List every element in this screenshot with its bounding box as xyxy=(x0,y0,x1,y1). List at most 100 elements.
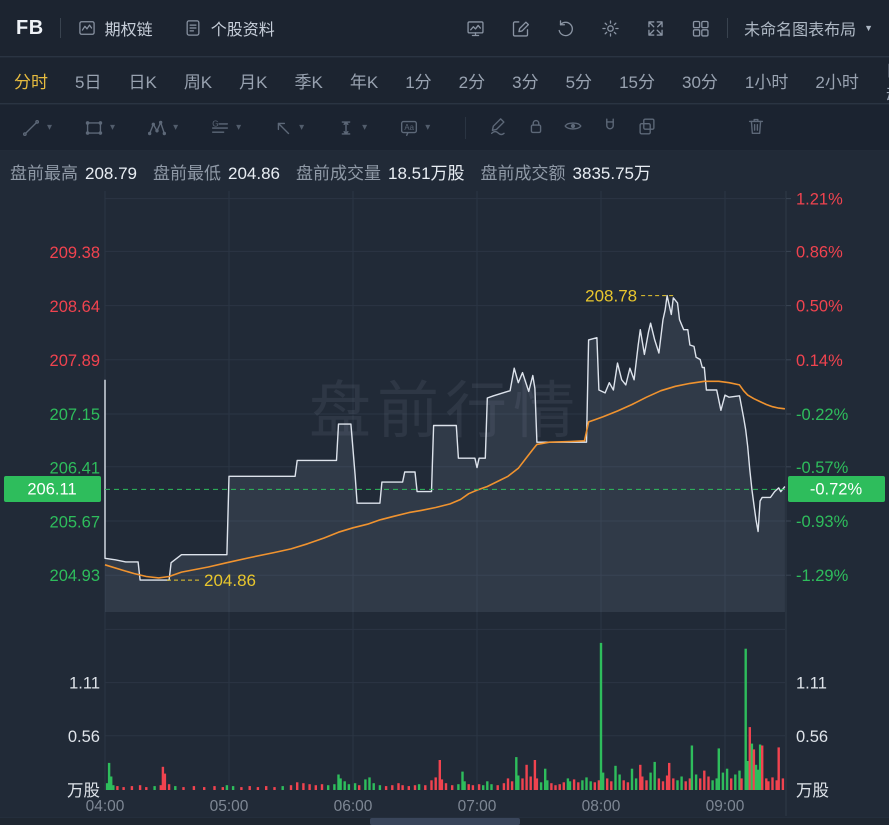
volume-bar xyxy=(529,776,532,790)
volume-bar xyxy=(754,764,758,790)
rect-shape-tool[interactable]: ▾ xyxy=(83,117,115,139)
brush-tool[interactable] xyxy=(488,115,510,140)
volume-bar xyxy=(610,781,613,790)
stat-item: 盘前最高 208.79 xyxy=(10,159,137,184)
volume-bar xyxy=(296,782,299,790)
price-range-icon xyxy=(335,117,357,139)
trash-icon xyxy=(745,115,767,137)
tab-日K[interactable]: 日K xyxy=(128,68,156,93)
stat-label: 盘前最高 xyxy=(10,163,78,183)
volume-bar xyxy=(302,783,305,790)
volume-bar xyxy=(765,778,768,790)
tab-2小时[interactable]: 2小时 xyxy=(815,68,858,93)
current-pct-badge-text: -0.72% xyxy=(810,481,863,499)
auto-label: 自动 xyxy=(886,56,889,106)
tab-季K[interactable]: 季K xyxy=(295,68,323,93)
chart-plot-area[interactable] xyxy=(105,191,785,790)
delete-drawings-button[interactable] xyxy=(745,115,767,140)
undo-button[interactable] xyxy=(555,18,576,39)
layout-grid-button[interactable] xyxy=(690,18,711,39)
volume-bar xyxy=(725,768,729,790)
magnet-tool[interactable] xyxy=(599,115,621,140)
undo-icon xyxy=(555,18,576,39)
time-axis-label: 04:00 xyxy=(86,798,125,815)
volume-bar xyxy=(740,778,743,790)
volume-bar xyxy=(630,768,634,790)
volume-bar xyxy=(568,781,572,790)
time-axis-label: 05:00 xyxy=(210,798,249,815)
tab-1小时[interactable]: 1小时 xyxy=(745,68,788,93)
volume-bar xyxy=(634,778,638,790)
volume-bar xyxy=(715,778,718,790)
screener-button[interactable] xyxy=(465,18,486,39)
tab-5分[interactable]: 5分 xyxy=(566,68,592,93)
volume-bar xyxy=(161,766,165,790)
caret-down-icon: ▾ xyxy=(299,122,305,133)
tab-30分[interactable]: 30分 xyxy=(682,68,718,93)
volume-bar xyxy=(320,784,324,790)
gann-tool[interactable]: G ▾ xyxy=(209,117,241,139)
volume-bar xyxy=(641,776,644,790)
volume-bar xyxy=(343,781,346,790)
expand-button[interactable] xyxy=(645,18,666,39)
chart-box-icon xyxy=(77,18,97,38)
price-axis-label: 205.67 xyxy=(50,513,100,531)
header-nav-option-chain[interactable]: 期权链 xyxy=(77,16,153,40)
volume-bar xyxy=(384,786,388,790)
tab-2分[interactable]: 2分 xyxy=(459,68,485,93)
copy-tool[interactable] xyxy=(636,115,658,140)
layout-selector[interactable]: 未命名图表布局 ▼ xyxy=(744,16,873,40)
volume-bar xyxy=(684,781,687,790)
tab-周K[interactable]: 周K xyxy=(184,68,212,93)
header-nav-stock-info[interactable]: 个股资料 xyxy=(183,16,275,40)
scrollbar-thumb[interactable] xyxy=(370,818,520,825)
volume-bar xyxy=(672,778,675,790)
volume-bar xyxy=(771,777,774,790)
text-label-tool[interactable]: Aa ▾ xyxy=(398,117,430,139)
eye-tool[interactable] xyxy=(562,115,584,140)
volume-bar xyxy=(451,785,454,790)
symbol-label: FB xyxy=(16,16,44,39)
intraday-chart[interactable]: 盘前行情 208.78 204.86 209.38 208.64 207.89 207.15… xyxy=(0,190,889,825)
volume-bar xyxy=(337,774,340,790)
volume-bar xyxy=(107,762,111,790)
auto-interval-selector[interactable]: 自动▼ xyxy=(886,56,889,106)
magnet-icon xyxy=(599,115,621,137)
doc-lines-icon xyxy=(183,18,203,38)
volume-bar xyxy=(546,780,549,790)
price-range-tool[interactable]: ▾ xyxy=(335,117,367,139)
tab-月K[interactable]: 月K xyxy=(239,68,267,93)
volume-bar xyxy=(486,781,489,790)
arrow-icon xyxy=(272,117,294,139)
trendline-tool[interactable]: ▾ xyxy=(20,117,52,139)
volume-bar xyxy=(471,785,475,790)
edit-button[interactable] xyxy=(510,18,531,39)
volume-bar xyxy=(116,786,119,790)
volume-bar xyxy=(558,784,561,790)
pattern-tool[interactable]: ▾ xyxy=(146,117,178,139)
arrow-tool[interactable]: ▾ xyxy=(272,117,304,139)
volume-bar xyxy=(401,785,404,790)
volume-bar xyxy=(761,745,764,790)
volume-bar xyxy=(758,744,762,790)
trendline-icon xyxy=(20,117,42,139)
tab-1分[interactable]: 1分 xyxy=(405,68,431,93)
current-price-badge xyxy=(4,476,101,502)
tab-5日[interactable]: 5日 xyxy=(75,68,101,93)
tab-3分[interactable]: 3分 xyxy=(512,68,538,93)
tab-分时[interactable]: 分时 xyxy=(14,68,48,93)
stat-item: 盘前成交量 18.51万股 xyxy=(296,159,465,184)
volume-axis-label: 1.11 xyxy=(796,675,827,693)
volume-bar xyxy=(599,642,603,790)
gear-button[interactable] xyxy=(600,18,621,39)
volume-bar xyxy=(444,783,448,790)
volume-bar xyxy=(163,773,167,790)
volume-bar xyxy=(775,780,778,790)
volume-bar xyxy=(153,786,156,790)
volume-bar xyxy=(645,780,648,790)
tab-15分[interactable]: 15分 xyxy=(619,68,655,93)
tab-年K[interactable]: 年K xyxy=(350,68,378,93)
volume-bar xyxy=(417,784,421,790)
volume-bar xyxy=(688,778,692,790)
lock-tool[interactable] xyxy=(525,115,547,140)
